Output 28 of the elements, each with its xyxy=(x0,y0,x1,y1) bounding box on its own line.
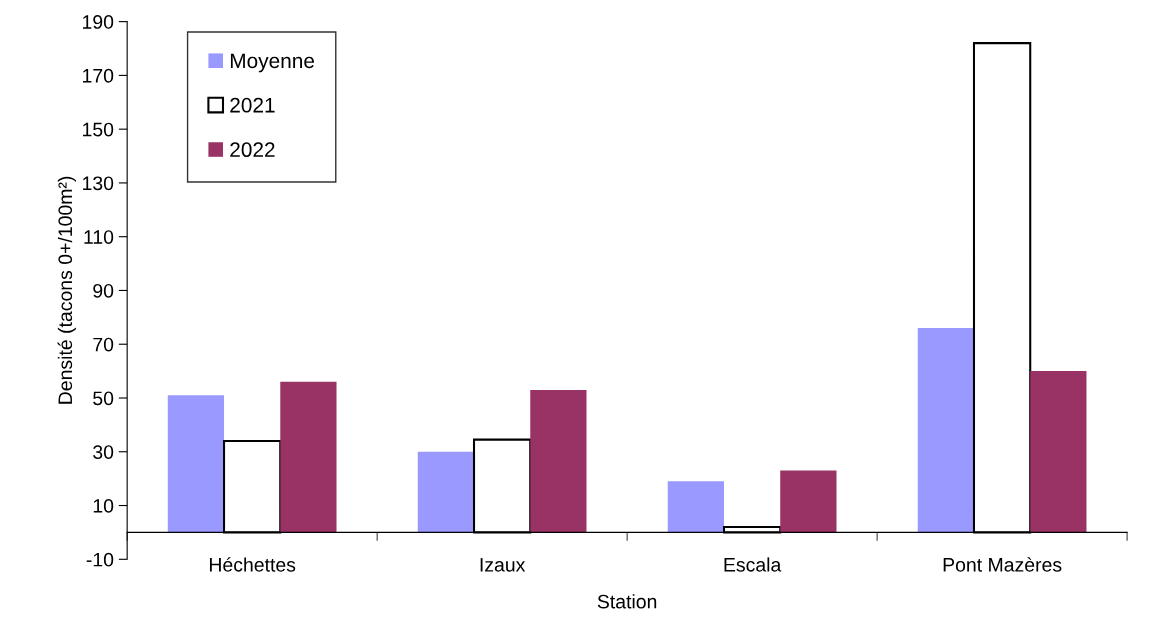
bar xyxy=(667,481,724,533)
bar xyxy=(1030,371,1087,533)
bar xyxy=(917,328,974,533)
y-tick-label: 70 xyxy=(93,337,114,352)
bar xyxy=(280,381,337,533)
x-tick-label: Izaux xyxy=(480,558,526,572)
legend-label: 2022 xyxy=(230,142,275,158)
y-tick-label: 10 xyxy=(93,498,114,513)
x-tick-label: Pont Mazères xyxy=(943,557,1062,572)
y-tick-label: 50 xyxy=(93,391,114,406)
bar xyxy=(530,389,587,533)
y-tick-label: 90 xyxy=(93,283,114,298)
x-tick-label: Héchettes xyxy=(209,557,296,572)
y-tick-label: 130 xyxy=(83,176,114,191)
y-tick-label: 190 xyxy=(83,15,114,29)
y-tick-label: 110 xyxy=(84,230,114,244)
y-tick-label: 150 xyxy=(83,122,114,137)
x-axis-title: Station xyxy=(597,594,657,609)
legend-label: 2021 xyxy=(230,97,275,113)
bar xyxy=(417,451,475,533)
y-tick-label: -10 xyxy=(86,552,114,567)
bar xyxy=(780,470,837,533)
legend-label: Moyenne xyxy=(230,53,315,73)
y-axis-title: Densité (tacons 0+/100m²) xyxy=(57,176,76,404)
x-tick-label: Escala xyxy=(724,557,782,572)
bar xyxy=(167,395,225,533)
y-tick-label: 30 xyxy=(93,445,114,459)
y-tick-label: 170 xyxy=(83,68,114,83)
